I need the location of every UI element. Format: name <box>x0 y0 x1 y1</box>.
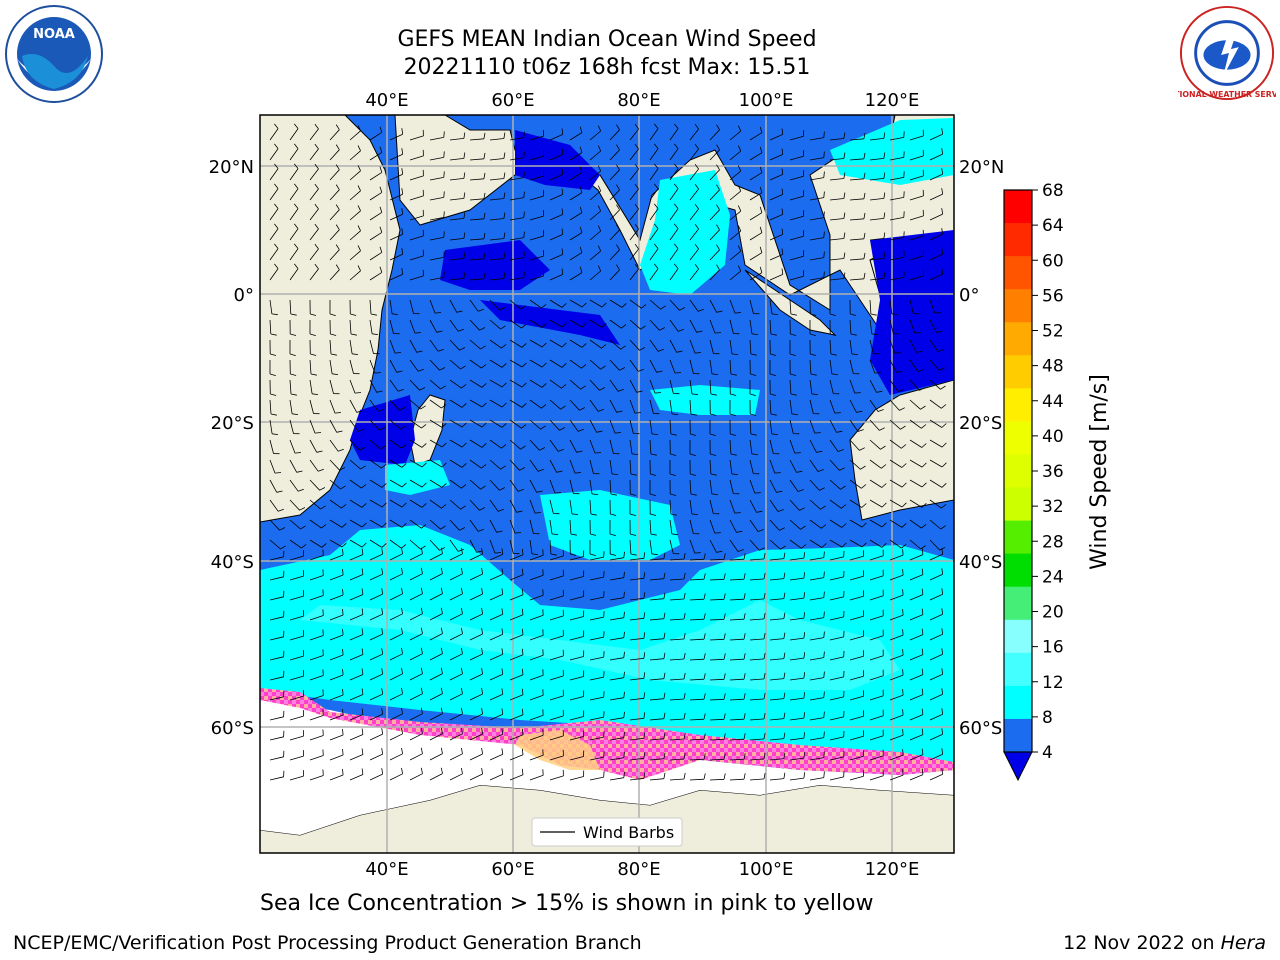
graticule <box>260 115 954 853</box>
colorbar-tick-label: 44 <box>1042 392 1064 412</box>
colorbar-tick-label: 20 <box>1042 603 1064 623</box>
sea-ice-patch-yellow <box>515 730 600 770</box>
wind-region-12-16-southern <box>300 600 900 690</box>
wind-region-8-12-bay-of-bengal <box>640 170 730 295</box>
colorbar-tick-label: 36 <box>1042 462 1064 482</box>
colorbar-band <box>1004 586 1032 621</box>
colorbar-band <box>1004 652 1032 687</box>
noaa-logo-text: NOAA <box>33 27 75 42</box>
map-legend: Wind Barbs <box>531 817 683 847</box>
lat-label-left-20n: 20°N <box>209 157 254 178</box>
lon-label-bottom-120e: 120°E <box>865 859 920 880</box>
footer-branch: NCEP/EMC/Verification Post Processing Pr… <box>13 932 642 954</box>
colorbar-band <box>1004 388 1032 422</box>
colorbar-tick-label: 56 <box>1042 286 1064 306</box>
colorbar-tick-label: 40 <box>1042 427 1064 447</box>
lon-label-bottom-40e: 40°E <box>365 859 408 880</box>
lat-label-right-20n: 20°N <box>959 157 1004 178</box>
sea-ice-caption: Sea Ice Concentration > 15% is shown in … <box>260 891 874 916</box>
colorbar-tick-label: 8 <box>1042 708 1053 728</box>
lon-label-top-100e: 100°E <box>739 90 794 111</box>
wind-barb-field <box>269 123 947 781</box>
colorbar-band <box>1004 355 1032 389</box>
colorbar: 68 64 60 56 52 48 44 40 36 32 28 24 20 16 12 8 4 <box>1003 181 1064 782</box>
colorbar-tick-label: 60 <box>1042 251 1064 271</box>
lon-label-top-40e: 40°E <box>365 90 408 111</box>
colorbar-extend-arrow <box>1003 751 1033 782</box>
lon-label-bottom-100e: 100°E <box>739 859 794 880</box>
lat-label-left-60s: 60°S <box>211 718 254 739</box>
lat-label-left-20s: 20°S <box>211 413 254 434</box>
colorbar-tick-label: 4 <box>1042 743 1053 763</box>
colorbar-band <box>1004 487 1032 522</box>
lat-label-right-60s: 60°S <box>959 718 1002 739</box>
colorbar-band <box>1004 520 1032 555</box>
colorbar-band <box>1004 454 1032 489</box>
wind-region-0-4-indonesia <box>870 230 954 395</box>
colorbar-band <box>1004 223 1032 257</box>
colorbar-band <box>1004 619 1032 654</box>
lat-label-right-0: 0° <box>959 285 979 306</box>
lon-label-top-80e: 80°E <box>617 90 660 111</box>
sea-ice-band <box>260 688 954 780</box>
legend-label: Wind Barbs <box>583 823 674 842</box>
colorbar-tick-label: 12 <box>1042 673 1064 693</box>
map-frame <box>259 114 955 854</box>
footer-date: 12 Nov 2022 on Hera <box>1063 932 1266 954</box>
footer-host: Hera <box>1220 932 1266 954</box>
map-area <box>260 115 954 853</box>
colorbar-tick-label: 28 <box>1042 532 1064 552</box>
lat-label-right-20s: 20°S <box>959 413 1002 434</box>
lon-label-top-120e: 120°E <box>865 90 920 111</box>
wind-region-0-4-equatorial <box>440 240 620 345</box>
lat-label-left-40s: 40°S <box>211 552 254 573</box>
chart-subtitle: 20221110 t06z 168h fcst Max: 15.51 <box>403 55 811 80</box>
lon-label-bottom-80e: 80°E <box>617 859 660 880</box>
lat-label-left-0: 0° <box>234 285 254 306</box>
colorbar-band <box>1004 553 1032 588</box>
wind-region-0-4-madagascar <box>350 395 415 465</box>
footer-date-text: 12 Nov 2022 on <box>1063 932 1221 954</box>
nws-logo-icon: NATIONAL WEATHER SERVICE <box>1178 5 1276 101</box>
lat-label-right-40s: 40°S <box>959 552 1002 573</box>
colorbar-label: Wind Speed [m/s] <box>1087 374 1112 570</box>
colorbar-band <box>1004 322 1032 356</box>
colorbar-tick-label: 52 <box>1042 322 1064 342</box>
colorbar-tick-label: 64 <box>1042 216 1064 236</box>
colorbar-band <box>1004 685 1032 720</box>
nws-logo-text: NATIONAL WEATHER SERVICE <box>1178 90 1276 99</box>
colorbar-band <box>1004 421 1032 455</box>
colorbar-tick-label: 16 <box>1042 638 1064 658</box>
colorbar-band <box>1004 289 1032 323</box>
colorbar-tick-label: 24 <box>1042 567 1064 587</box>
colorbar-tick-label: 32 <box>1042 497 1064 517</box>
colorbar-tick-label: 68 <box>1042 181 1064 201</box>
lon-label-bottom-60e: 60°E <box>491 859 534 880</box>
colorbar-band <box>1004 256 1032 290</box>
wind-region-8-12-central <box>650 385 760 415</box>
colorbar-band <box>1004 190 1032 224</box>
chart-title: GEFS MEAN Indian Ocean Wind Speed <box>397 27 817 52</box>
colorbar-tick-label: 48 <box>1042 357 1064 377</box>
lon-label-top-60e: 60°E <box>491 90 534 111</box>
colorbar-band <box>1004 718 1032 753</box>
noaa-logo-icon: NOAA <box>5 5 103 103</box>
wind-barbs <box>269 123 947 781</box>
